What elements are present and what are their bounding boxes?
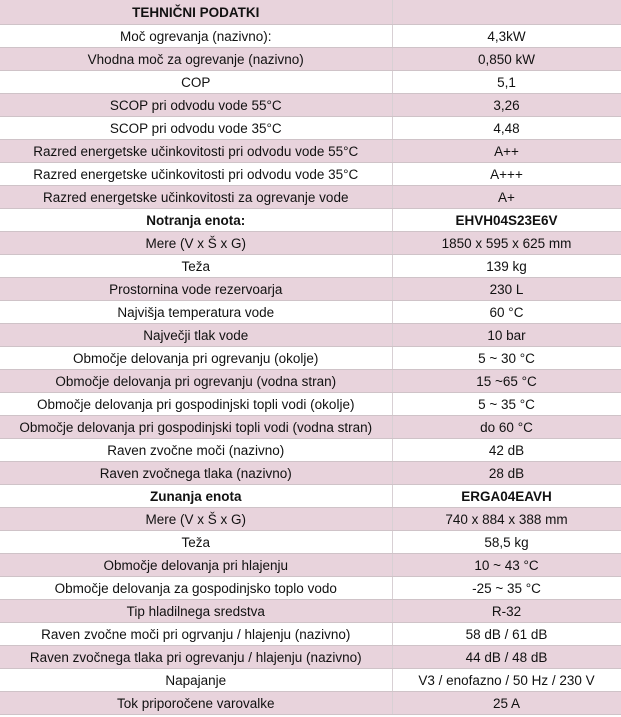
- row-value: 740 x 884 x 388 mm: [392, 507, 621, 531]
- row-value: 5 ~ 30 °C: [392, 346, 621, 370]
- row-label: Moč ogrevanja (nazivno):: [0, 24, 393, 48]
- row-value: A+++: [392, 162, 621, 186]
- row-label: Najvišja temperatura vode: [0, 300, 393, 324]
- table-row: Območje delovanja pri gospodinjski topli…: [0, 415, 621, 439]
- table-row: Območje delovanja pri hlajenju 10 ~ 43 °C: [0, 553, 621, 577]
- table-row: Območje delovanja za gospodinjsko toplo …: [0, 576, 621, 600]
- row-label: Teža: [0, 530, 393, 554]
- row-value: [392, 0, 621, 25]
- row-label: Zunanja enota: [0, 484, 393, 508]
- row-label: Vhodna moč za ogrevanje (nazivno): [0, 47, 393, 71]
- row-label: Območje delovanja pri hlajenju: [0, 553, 393, 577]
- table-row: Teža 139 kg: [0, 254, 621, 278]
- row-value: 28 dB: [392, 461, 621, 485]
- row-value: 0,850 kW: [392, 47, 621, 71]
- row-label: Raven zvočne moči pri ogrvanju / hlajenj…: [0, 622, 393, 646]
- row-value: A+: [392, 185, 621, 209]
- section-header-row: Zunanja enota ERGA04EAVH: [0, 484, 621, 508]
- row-label: Raven zvočnega tlaka (nazivno): [0, 461, 393, 485]
- row-value: 15 ~65 °C: [392, 369, 621, 393]
- table-row: Teža 58,5 kg: [0, 530, 621, 554]
- row-value: 25 A: [392, 691, 621, 715]
- row-value: 1850 x 595 x 625 mm: [392, 231, 621, 255]
- row-label: Območje delovanja pri ogrevanju (okolje): [0, 346, 393, 370]
- row-label: Območje delovanja pri gospodinjski topli…: [0, 392, 393, 416]
- table-row: Napajanje V3 / enofazno / 50 Hz / 230 V: [0, 668, 621, 692]
- table-row: Tok priporočene varovalke 25 A: [0, 691, 621, 715]
- table-row: COP 5,1: [0, 70, 621, 94]
- row-label: Razred energetske učinkovitosti pri odvo…: [0, 162, 393, 186]
- row-label: TEHNIČNI PODATKI: [0, 0, 393, 25]
- row-label: Raven zvočnega tlaka pri ogrevanju / hla…: [0, 645, 393, 669]
- table-row: Moč ogrevanja (nazivno): 4,3kW: [0, 24, 621, 48]
- table-row: Mere (V x Š x G) 1850 x 595 x 625 mm: [0, 231, 621, 255]
- row-value: 139 kg: [392, 254, 621, 278]
- row-label: Prostornina vode rezervoarja: [0, 277, 393, 301]
- row-value: EHVH04S23E6V: [392, 208, 621, 232]
- row-label: SCOP pri odvodu vode 55°C: [0, 93, 393, 117]
- table-row: Razred energetske učinkovitosti pri odvo…: [0, 162, 621, 186]
- row-value: A++: [392, 139, 621, 163]
- row-value: 4,3kW: [392, 24, 621, 48]
- row-value: 42 dB: [392, 438, 621, 462]
- row-value: ERGA04EAVH: [392, 484, 621, 508]
- row-label: Teža: [0, 254, 393, 278]
- row-label: Območje delovanja za gospodinjsko toplo …: [0, 576, 393, 600]
- table-row: Razred energetske učinkovitosti za ogrev…: [0, 185, 621, 209]
- row-label: SCOP pri odvodu vode 35°C: [0, 116, 393, 140]
- table-row: Največji tlak vode 10 bar: [0, 323, 621, 347]
- row-value: 10 ~ 43 °C: [392, 553, 621, 577]
- row-value: 4,48: [392, 116, 621, 140]
- section-header-row: Notranja enota: EHVH04S23E6V: [0, 208, 621, 232]
- table-row: Območje delovanja pri gospodinjski topli…: [0, 392, 621, 416]
- row-label: COP: [0, 70, 393, 94]
- row-label: Notranja enota:: [0, 208, 393, 232]
- row-label: Območje delovanja pri gospodinjski topli…: [0, 415, 393, 439]
- row-label: Razred energetske učinkovitosti za ogrev…: [0, 185, 393, 209]
- row-value: do 60 °C: [392, 415, 621, 439]
- table-row: Prostornina vode rezervoarja 230 L: [0, 277, 621, 301]
- row-value: -25 ~ 35 °C: [392, 576, 621, 600]
- row-value: 44 dB / 48 dB: [392, 645, 621, 669]
- row-value: 58,5 kg: [392, 530, 621, 554]
- table-row: Mere (V x Š x G) 740 x 884 x 388 mm: [0, 507, 621, 531]
- row-value: V3 / enofazno / 50 Hz / 230 V: [392, 668, 621, 692]
- row-label: Mere (V x Š x G): [0, 507, 393, 531]
- table-row: SCOP pri odvodu vode 35°C 4,48: [0, 116, 621, 140]
- row-label: Mere (V x Š x G): [0, 231, 393, 255]
- row-label: Napajanje: [0, 668, 393, 692]
- row-label: Tok priporočene varovalke: [0, 691, 393, 715]
- table-row: Območje delovanja pri ogrevanju (okolje)…: [0, 346, 621, 370]
- table-row: Vhodna moč za ogrevanje (nazivno) 0,850 k…: [0, 47, 621, 71]
- row-value: 230 L: [392, 277, 621, 301]
- table-row: SCOP pri odvodu vode 55°C 3,26: [0, 93, 621, 117]
- row-value: 10 bar: [392, 323, 621, 347]
- table-row: Raven zvočnega tlaka (nazivno) 28 dB: [0, 461, 621, 485]
- row-value: 3,26: [392, 93, 621, 117]
- table-row: Raven zvočne moči pri ogrvanju / hlajenj…: [0, 622, 621, 646]
- row-value: R-32: [392, 599, 621, 623]
- section-header-row: TEHNIČNI PODATKI: [0, 0, 621, 25]
- table-row: Raven zvočnega tlaka pri ogrevanju / hla…: [0, 645, 621, 669]
- row-label: Razred energetske učinkovitosti pri odvo…: [0, 139, 393, 163]
- row-label: Največji tlak vode: [0, 323, 393, 347]
- row-value: 5,1: [392, 70, 621, 94]
- table-row: Najvišja temperatura vode 60 °C: [0, 300, 621, 324]
- row-value: 60 °C: [392, 300, 621, 324]
- table-row: Razred energetske učinkovitosti pri odvo…: [0, 139, 621, 163]
- table-row: Raven zvočne moči (nazivno) 42 dB: [0, 438, 621, 462]
- row-label: Območje delovanja pri ogrevanju (vodna s…: [0, 369, 393, 393]
- row-value: 5 ~ 35 °C: [392, 392, 621, 416]
- table-row: Tip hladilnega sredstva R-32: [0, 599, 621, 623]
- row-label: Tip hladilnega sredstva: [0, 599, 393, 623]
- row-value: 58 dB / 61 dB: [392, 622, 621, 646]
- row-label: Raven zvočne moči (nazivno): [0, 438, 393, 462]
- table-row: Območje delovanja pri ogrevanju (vodna s…: [0, 369, 621, 393]
